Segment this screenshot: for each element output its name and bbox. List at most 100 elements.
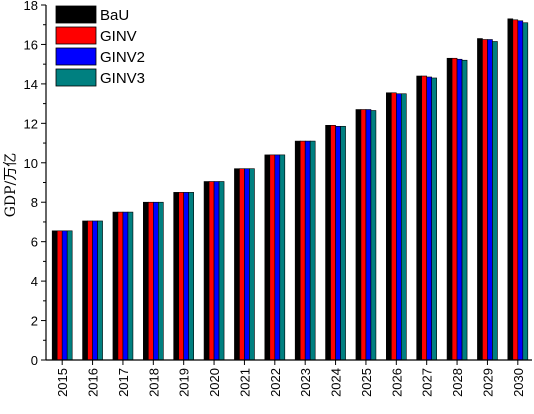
y-tick-label: 6 <box>31 235 38 250</box>
bar-ginv3-2017 <box>127 211 134 361</box>
bar-ginv-2020 <box>208 181 215 361</box>
y-tick-label: 12 <box>24 116 38 131</box>
bars-layer <box>51 18 529 361</box>
legend: BaU GINV GINV2 GINV3 <box>55 5 145 87</box>
bar-bau-2030 <box>507 18 514 361</box>
bar-ginv-2026 <box>391 92 397 361</box>
bar-bau-2016 <box>82 220 88 361</box>
bar-ginv2-2029 <box>487 39 493 361</box>
x-tick-label: 2029 <box>480 368 495 397</box>
x-tick-label: 2024 <box>329 368 344 397</box>
bar-bau-2025 <box>355 109 362 361</box>
y-tick-label: 18 <box>24 0 38 13</box>
legend-label-ginv3: GINV3 <box>100 70 145 87</box>
bar-bau-2021 <box>234 168 240 361</box>
bar-ginv2-2016 <box>92 220 98 361</box>
bar-ginv-2030 <box>512 19 519 361</box>
bar-ginv2-2030 <box>517 20 524 361</box>
bar-ginv2-2026 <box>396 93 402 361</box>
bar-bau-2023 <box>294 140 301 361</box>
bar-bau-2029 <box>477 38 483 361</box>
y-tick-label: 0 <box>31 353 38 368</box>
bar-bau-2027 <box>416 75 422 361</box>
bar-ginv2-2018 <box>153 201 159 361</box>
bar-bau-2019 <box>173 192 179 361</box>
bar-ginv3-2018 <box>158 201 164 361</box>
bar-ginv2-2027 <box>426 76 432 361</box>
x-tick-label: 2027 <box>420 368 435 397</box>
bar-bau-2018 <box>143 201 149 361</box>
bar-ginv3-2029 <box>492 41 498 361</box>
y-tick-label: 14 <box>24 77 38 92</box>
bar-ginv2-2023 <box>304 140 311 361</box>
bar-ginv2-2015 <box>61 230 68 361</box>
bar-ginv3-2015 <box>66 230 73 361</box>
bar-ginv-2024 <box>330 125 336 361</box>
bar-ginv-2025 <box>360 109 367 361</box>
bar-ginv2-2017 <box>122 211 129 361</box>
bar-ginv-2027 <box>421 75 427 361</box>
bar-ginv3-2027 <box>431 77 437 361</box>
y-tick-label: 16 <box>24 37 38 52</box>
x-tick-label: 2030 <box>511 368 526 397</box>
bar-ginv3-2030 <box>522 22 529 361</box>
legend-swatch-bau <box>55 5 97 24</box>
x-tick-label: 2022 <box>268 368 283 397</box>
y-tick-label: 4 <box>31 274 38 289</box>
bar-ginv2-2019 <box>183 192 189 361</box>
bar-ginv2-2021 <box>244 168 250 361</box>
bar-ginv-2015 <box>56 230 63 361</box>
bar-ginv-2029 <box>482 39 488 361</box>
bar-bau-2015 <box>51 230 58 361</box>
y-tick-label: 10 <box>24 156 38 171</box>
axes-layer: 2015 2016 2017 2018 2019 2020 2021 2022 2023 2024… <box>24 0 532 397</box>
bar-ginv3-2022 <box>279 154 286 361</box>
bar-ginv3-2026 <box>401 93 407 361</box>
bar-ginv-2028 <box>451 57 458 361</box>
bar-ginv3-2021 <box>249 168 255 361</box>
bar-ginv2-2020 <box>213 181 220 361</box>
bar-bau-2024 <box>325 125 331 361</box>
bar-bau-2028 <box>446 57 453 361</box>
y-axis-title: GDP/万亿 <box>3 153 19 218</box>
bar-bau-2017 <box>112 211 119 361</box>
x-tick-label: 2018 <box>146 368 161 397</box>
x-tick-label: 2019 <box>177 368 192 397</box>
bar-ginv2-2028 <box>456 58 463 361</box>
x-tick-label: 2016 <box>86 368 101 397</box>
legend-swatch-ginv2 <box>55 47 97 66</box>
bar-bau-2026 <box>386 92 392 361</box>
bar-ginv-2018 <box>148 201 154 361</box>
bar-ginv-2022 <box>269 154 276 361</box>
bar-ginv2-2022 <box>274 154 281 361</box>
bar-ginv-2023 <box>299 140 306 361</box>
bar-ginv-2017 <box>117 211 124 361</box>
bar-ginv3-2023 <box>309 140 316 361</box>
bar-ginv3-2016 <box>97 220 103 361</box>
x-tick-label: 2015 <box>55 368 70 397</box>
bar-ginv2-2025 <box>365 109 372 361</box>
x-tick-label: 2021 <box>237 368 252 397</box>
bar-ginv3-2028 <box>461 59 468 361</box>
bar-ginv3-2025 <box>370 110 377 361</box>
bar-bau-2020 <box>203 181 210 361</box>
x-tick-label: 2028 <box>450 368 465 397</box>
bar-ginv-2019 <box>178 192 184 361</box>
x-tick-label: 2017 <box>116 368 131 397</box>
x-tick-label: 2020 <box>207 368 222 397</box>
legend-label-bau: BaU <box>100 7 129 24</box>
y-tick-label: 8 <box>31 195 38 210</box>
legend-swatch-ginv <box>55 26 97 45</box>
x-tick-label: 2023 <box>298 368 313 397</box>
legend-label-ginv2: GINV2 <box>100 49 145 66</box>
x-tick-label: 2025 <box>359 368 374 397</box>
bar-ginv3-2019 <box>188 192 194 361</box>
legend-swatch-ginv3 <box>55 68 97 87</box>
x-tick-label: 2026 <box>389 368 404 397</box>
y-tick-label: 2 <box>31 314 38 329</box>
bar-ginv-2021 <box>239 168 245 361</box>
bar-ginv2-2024 <box>335 125 341 361</box>
bar-ginv3-2020 <box>218 181 225 361</box>
